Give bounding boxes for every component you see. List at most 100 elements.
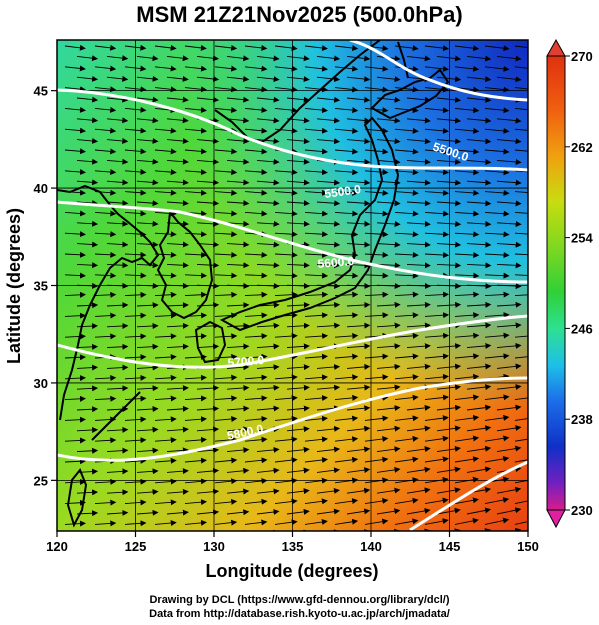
wind-arrow <box>346 384 371 391</box>
wind-arrow <box>214 189 238 196</box>
wind-arrow <box>256 364 280 371</box>
wind-arrow <box>256 509 280 515</box>
wind-arrow <box>346 322 371 329</box>
wind-arrow <box>454 435 480 442</box>
wind-arrow <box>94 65 117 72</box>
wind-arrow <box>136 343 159 350</box>
wind-arrow <box>424 252 450 259</box>
wind-arrow <box>364 65 389 72</box>
wind-arrow <box>346 200 371 207</box>
plot-area <box>57 40 528 531</box>
wind-arrow <box>376 262 401 269</box>
wind-arrow <box>64 210 86 217</box>
wind-arrow <box>454 65 480 72</box>
height-contours <box>57 40 528 531</box>
wind-arrow <box>94 251 117 258</box>
y-axis-label: Latitude (degrees) <box>4 208 24 364</box>
wind-arrow <box>154 457 177 464</box>
coast-hokkaido <box>370 68 450 120</box>
wind-arrow <box>244 353 268 360</box>
wind-arrow <box>484 127 510 134</box>
wind-arrow <box>424 231 450 238</box>
wind-arrow <box>286 488 310 495</box>
contour-5900 <box>409 460 528 531</box>
wind-arrow <box>166 302 189 309</box>
wind-arrow <box>316 241 341 248</box>
wind-arrow <box>196 200 220 207</box>
wind-arrow <box>496 117 522 124</box>
wind-arrow <box>136 488 159 495</box>
wind-arrow <box>274 127 298 134</box>
wind-arrow <box>256 76 280 83</box>
wind-arrow <box>484 189 510 196</box>
wind-arrow <box>334 374 359 381</box>
wind-arrow <box>166 55 189 62</box>
wind-arrow <box>214 65 238 72</box>
wind-arrow <box>184 499 207 506</box>
wind-arrow <box>316 179 341 186</box>
wind-arrow <box>286 364 310 371</box>
wind-arrow <box>406 446 431 453</box>
wind-arrow <box>346 405 371 412</box>
wind-arrow <box>316 322 341 329</box>
wind-arrow <box>406 487 431 494</box>
wind-arrow <box>364 456 389 463</box>
wind-arrow <box>94 437 117 444</box>
wind-arrow <box>136 406 159 413</box>
wind-arrow <box>94 169 117 175</box>
x-tick-label: 135 <box>282 539 304 554</box>
wind-arrow <box>424 127 449 134</box>
wind-arrow <box>214 519 238 526</box>
wind-arrow <box>454 272 480 279</box>
wind-arrow <box>226 343 250 350</box>
wind-arrow <box>484 210 510 217</box>
wind-arrow <box>106 241 129 248</box>
wind-arrow <box>154 333 177 340</box>
wind-arrow <box>406 466 431 473</box>
wind-arrow <box>436 384 462 391</box>
wind-arrow <box>436 55 462 62</box>
wind-arrow <box>424 210 450 217</box>
wind-arrow <box>154 189 177 196</box>
wind-arrow <box>514 191 528 194</box>
wind-arrow <box>214 374 238 381</box>
wind-arrow <box>406 425 431 432</box>
wind-arrow <box>94 312 117 319</box>
wind-arrow <box>496 241 522 248</box>
wind-arrow <box>316 96 341 103</box>
wind-arrow <box>334 312 359 319</box>
coast-russia <box>214 40 381 144</box>
wind-arrow <box>466 507 492 515</box>
wind-arrow <box>64 437 86 444</box>
wind-arrow <box>364 518 389 525</box>
wind-arrow <box>226 200 250 207</box>
wind-arrow <box>214 148 238 155</box>
wind-arrow <box>334 148 359 155</box>
wind-arrow <box>244 436 268 443</box>
wind-arrow <box>286 200 310 207</box>
wind-arrow <box>466 262 492 269</box>
wind-arrow <box>424 312 450 319</box>
wind-arrow <box>244 251 268 258</box>
wind-arrow <box>406 55 431 62</box>
wind-arrow <box>166 200 189 207</box>
wind-arrow <box>136 364 159 371</box>
wind-arrow <box>154 272 177 279</box>
wind-arrow <box>303 529 310 531</box>
credit-data: Data from http://database.rish.kyoto-u.a… <box>149 608 450 620</box>
wind-arrow <box>136 137 159 144</box>
wind-arrow <box>256 220 280 227</box>
wind-arrow <box>394 210 419 217</box>
wind-arrow <box>184 65 207 72</box>
wind-arrow <box>454 148 480 155</box>
wind-arrow <box>496 179 522 186</box>
wind-arrow <box>454 373 480 380</box>
coast-korea <box>156 209 214 320</box>
wind-arrow <box>454 252 480 259</box>
wind-arrow <box>304 86 328 93</box>
wind-arrow <box>106 117 129 124</box>
wind-arrow <box>256 262 280 269</box>
wind-arrow <box>424 189 450 196</box>
wind-arrow <box>256 158 280 165</box>
x-tick-label: 125 <box>125 539 147 554</box>
